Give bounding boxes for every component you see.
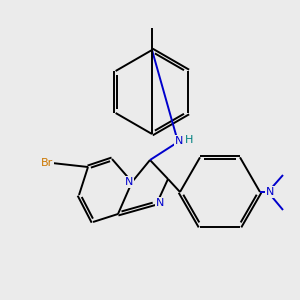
Text: N: N (156, 198, 164, 208)
Text: N: N (266, 187, 275, 197)
Text: Br: Br (41, 158, 53, 168)
Text: N: N (124, 177, 133, 187)
Text: N: N (175, 136, 184, 146)
Text: H: H (185, 135, 194, 145)
